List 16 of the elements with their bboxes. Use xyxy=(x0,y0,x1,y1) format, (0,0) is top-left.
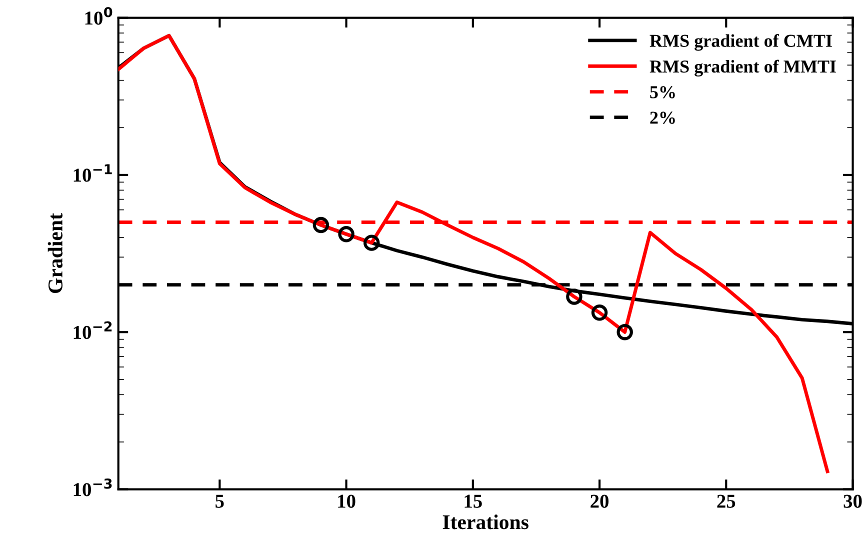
y-tick-label: 10$^{0}$ xyxy=(85,6,112,25)
x-tick-label: 30 xyxy=(844,494,862,508)
legend-label: RMS gradient of MMTI xyxy=(650,60,836,76)
legend-label: 5% xyxy=(650,86,675,98)
y-axis-title: Gradient xyxy=(48,213,62,294)
legend-label: RMS gradient of CMTI xyxy=(650,34,832,51)
x-tick-label: 10 xyxy=(338,494,356,508)
x-tick-label: 15 xyxy=(464,494,482,508)
x-axis-title: Iterations xyxy=(442,514,528,530)
y-tick-label: 10$^{−1}$ xyxy=(74,164,112,182)
y-tick-label: 10$^{−3}$ xyxy=(74,478,112,496)
legend-label: 2% xyxy=(650,112,675,124)
y-tick-label: 10$^{−2}$ xyxy=(74,321,112,340)
x-tick-label: 20 xyxy=(590,494,609,508)
x-tick-label: 5 xyxy=(216,494,224,508)
x-tick-label: 25 xyxy=(717,494,736,508)
